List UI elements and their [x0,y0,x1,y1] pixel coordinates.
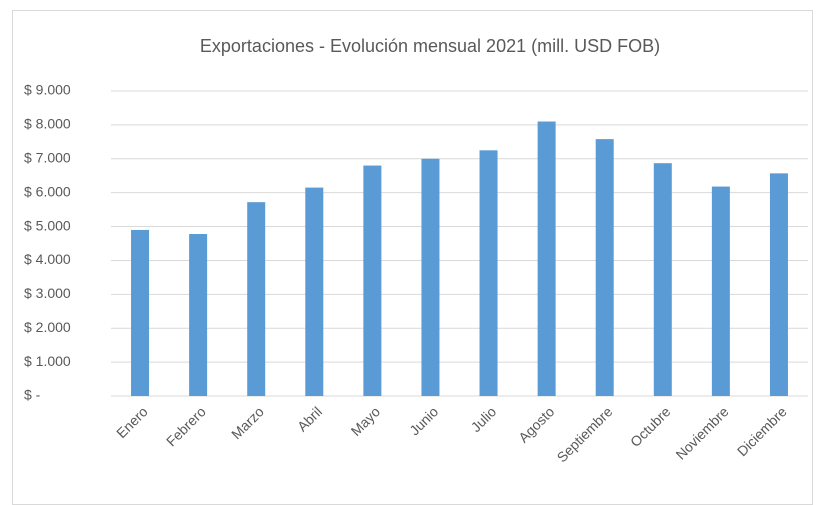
y-tick-label: $ 3.000 [24,285,71,301]
bar [247,202,266,396]
bar [363,165,382,396]
y-tick-label: $ 1.000 [24,353,71,369]
bar [305,187,324,396]
bar [479,150,498,396]
y-tick-label: $ 4.000 [24,251,71,267]
bar [131,229,150,396]
y-tick-label: $ 2.000 [24,319,71,335]
y-tick-label: $ 7.000 [24,149,71,165]
bar [595,139,614,396]
chart-title: Exportaciones - Evolución mensual 2021 (… [200,36,660,56]
bar [769,173,788,396]
bar [537,121,556,396]
bar [421,158,440,396]
y-tick-label: $ 6.000 [24,183,71,199]
bar [711,186,730,396]
bar [653,163,672,396]
y-tick-label: $ 9.000 [24,82,71,98]
bar [189,234,208,396]
y-tick-label: $ - [24,387,41,403]
y-tick-label: $ 5.000 [24,217,71,233]
y-tick-label: $ 8.000 [24,116,71,132]
